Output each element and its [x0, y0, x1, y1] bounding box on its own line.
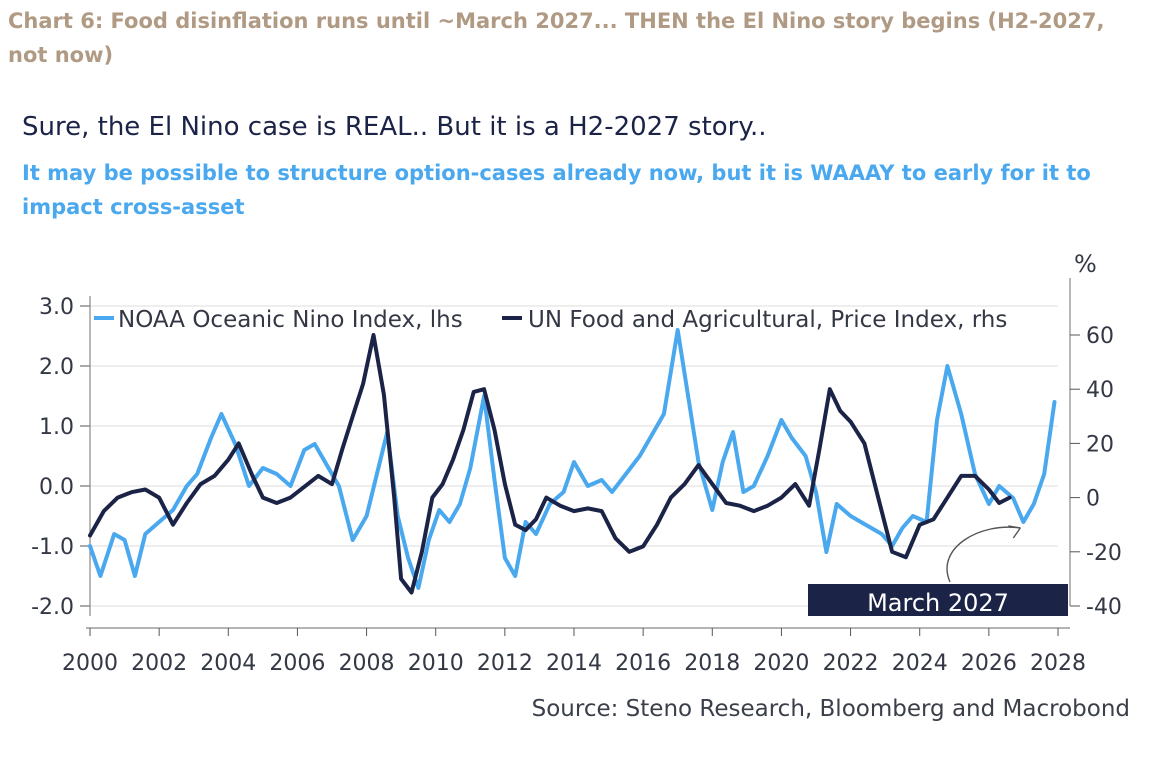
- x-tick-label: 2000: [62, 651, 118, 676]
- x-tick-label: 2006: [269, 651, 325, 676]
- x-tick-label: 2012: [477, 651, 533, 676]
- x-tick-label: 2016: [615, 651, 671, 676]
- y-left-tick-label: -2.0: [31, 595, 74, 620]
- chart-title: Sure, the El Nino case is REAL.. But it …: [22, 112, 767, 142]
- x-tick-label: 2008: [339, 651, 395, 676]
- annotation-label: March 2027: [867, 589, 1009, 617]
- x-tick-label: 2004: [200, 651, 256, 676]
- source-note: Source: Steno Research, Bloomberg and Ma…: [531, 696, 1130, 722]
- series-line-2: [88, 333, 1012, 595]
- annotation-box: [808, 584, 1068, 616]
- y-right-unit-label: %: [1074, 250, 1097, 278]
- x-tick-label: 2010: [408, 651, 464, 676]
- x-tick-label: 2018: [684, 651, 740, 676]
- legend-label-noaa: NOAA Oceanic Nino Index, lhs: [118, 307, 463, 333]
- x-tick-label: 2002: [131, 651, 187, 676]
- x-tick-label: 2028: [1030, 651, 1086, 676]
- series-line-1: [88, 328, 1057, 590]
- annotation-arrowhead: [1008, 525, 1021, 539]
- annotation-arrow: [946, 526, 1021, 583]
- y-right-tick-label: -20: [1086, 541, 1122, 566]
- y-left-tick-label: -1.0: [31, 535, 74, 560]
- x-tick-label: 2020: [753, 651, 809, 676]
- y-left-tick-label: 1.0: [39, 415, 74, 440]
- chart-subtitle: It may be possible to structure option-c…: [22, 161, 1091, 219]
- y-left-tick-label: 3.0: [39, 295, 74, 320]
- x-tick-label: 2022: [823, 651, 879, 676]
- x-tick-label: 2014: [546, 651, 602, 676]
- y-right-tick-label: 60: [1086, 324, 1114, 349]
- y-right-tick-label: -40: [1086, 595, 1122, 620]
- y-left-tick-label: 0.0: [39, 475, 74, 500]
- x-tick-label: 2026: [961, 651, 1017, 676]
- chart-caption: Chart 6: Food disinflation runs until ~M…: [8, 9, 1105, 67]
- y-right-tick-label: 0: [1086, 487, 1100, 512]
- chart-plot: 3.0 2.0 1.0 0.0 -1.0 -2.0 60 40 20 0 -20 -40% 2000 20…: [31, 250, 1122, 676]
- y-left-tick-label: 2.0: [39, 355, 74, 380]
- y-right-tick-label: 40: [1086, 378, 1114, 403]
- legend-label-fao: UN Food and Agricultural, Price Index, r…: [528, 307, 1007, 333]
- x-tick-label: 2024: [892, 651, 948, 676]
- y-right-tick-label: 20: [1086, 432, 1114, 457]
